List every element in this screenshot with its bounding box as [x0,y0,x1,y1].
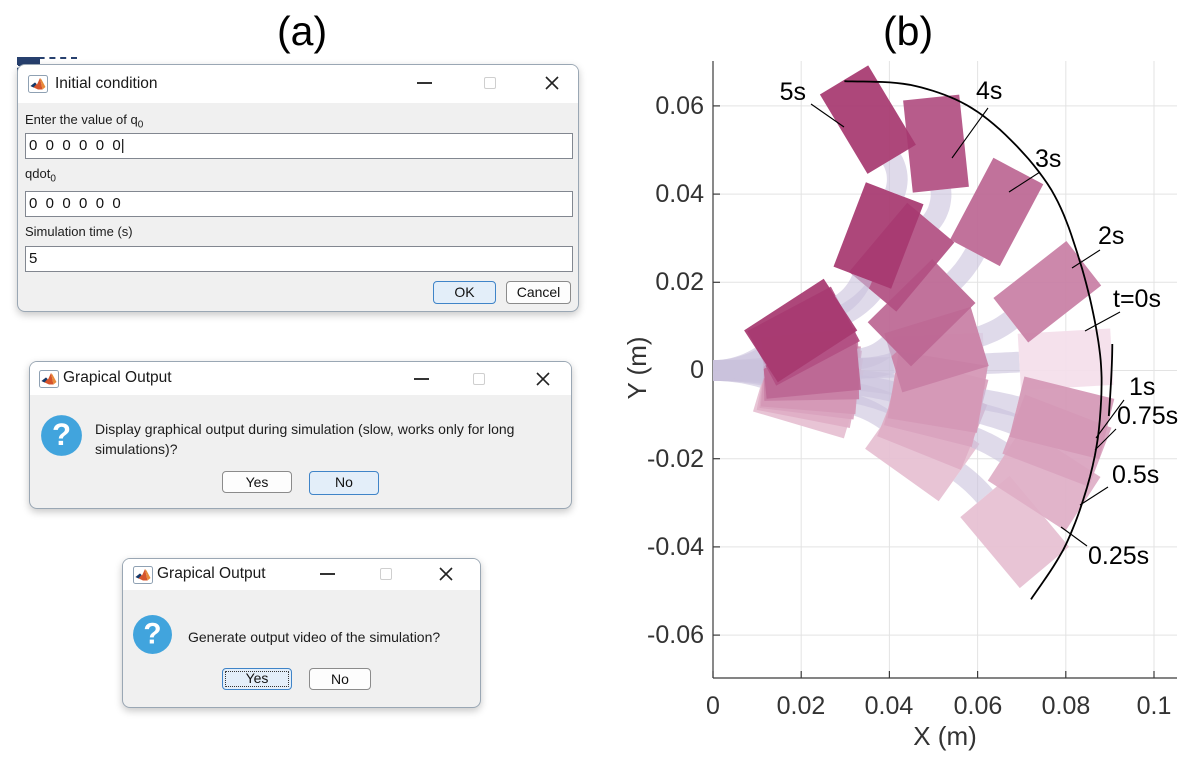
svg-text:0.04: 0.04 [865,692,914,720]
svg-text:0.5s: 0.5s [1112,461,1159,489]
svg-text:5s: 5s [780,78,806,106]
svg-text:-0.06: -0.06 [647,621,704,649]
svg-text:2s: 2s [1098,222,1124,250]
svg-text:0.1: 0.1 [1137,692,1172,720]
svg-text:0.08: 0.08 [1042,692,1091,720]
svg-text:Y (m): Y (m) [622,336,652,399]
svg-text:?: ? [143,618,161,651]
svg-text:3s: 3s [1035,145,1061,173]
svg-text:0.25s: 0.25s [1088,542,1149,570]
svg-text:0: 0 [706,692,720,720]
svg-text:0.02: 0.02 [655,268,704,296]
svg-text:X (m): X (m) [913,721,977,751]
svg-text:-0.04: -0.04 [647,533,704,561]
svg-text:4s: 4s [976,77,1002,105]
svg-text:0.06: 0.06 [954,692,1003,720]
svg-text:1s: 1s [1129,373,1155,401]
svg-text:0.06: 0.06 [655,92,704,120]
svg-text:t=0s: t=0s [1113,285,1161,313]
svg-text:0.04: 0.04 [655,180,704,208]
svg-text:0: 0 [690,356,704,384]
svg-text:?: ? [52,417,71,452]
svg-text:0.02: 0.02 [777,692,826,720]
svg-text:-0.02: -0.02 [647,445,704,473]
svg-text:0.75s: 0.75s [1117,402,1178,430]
